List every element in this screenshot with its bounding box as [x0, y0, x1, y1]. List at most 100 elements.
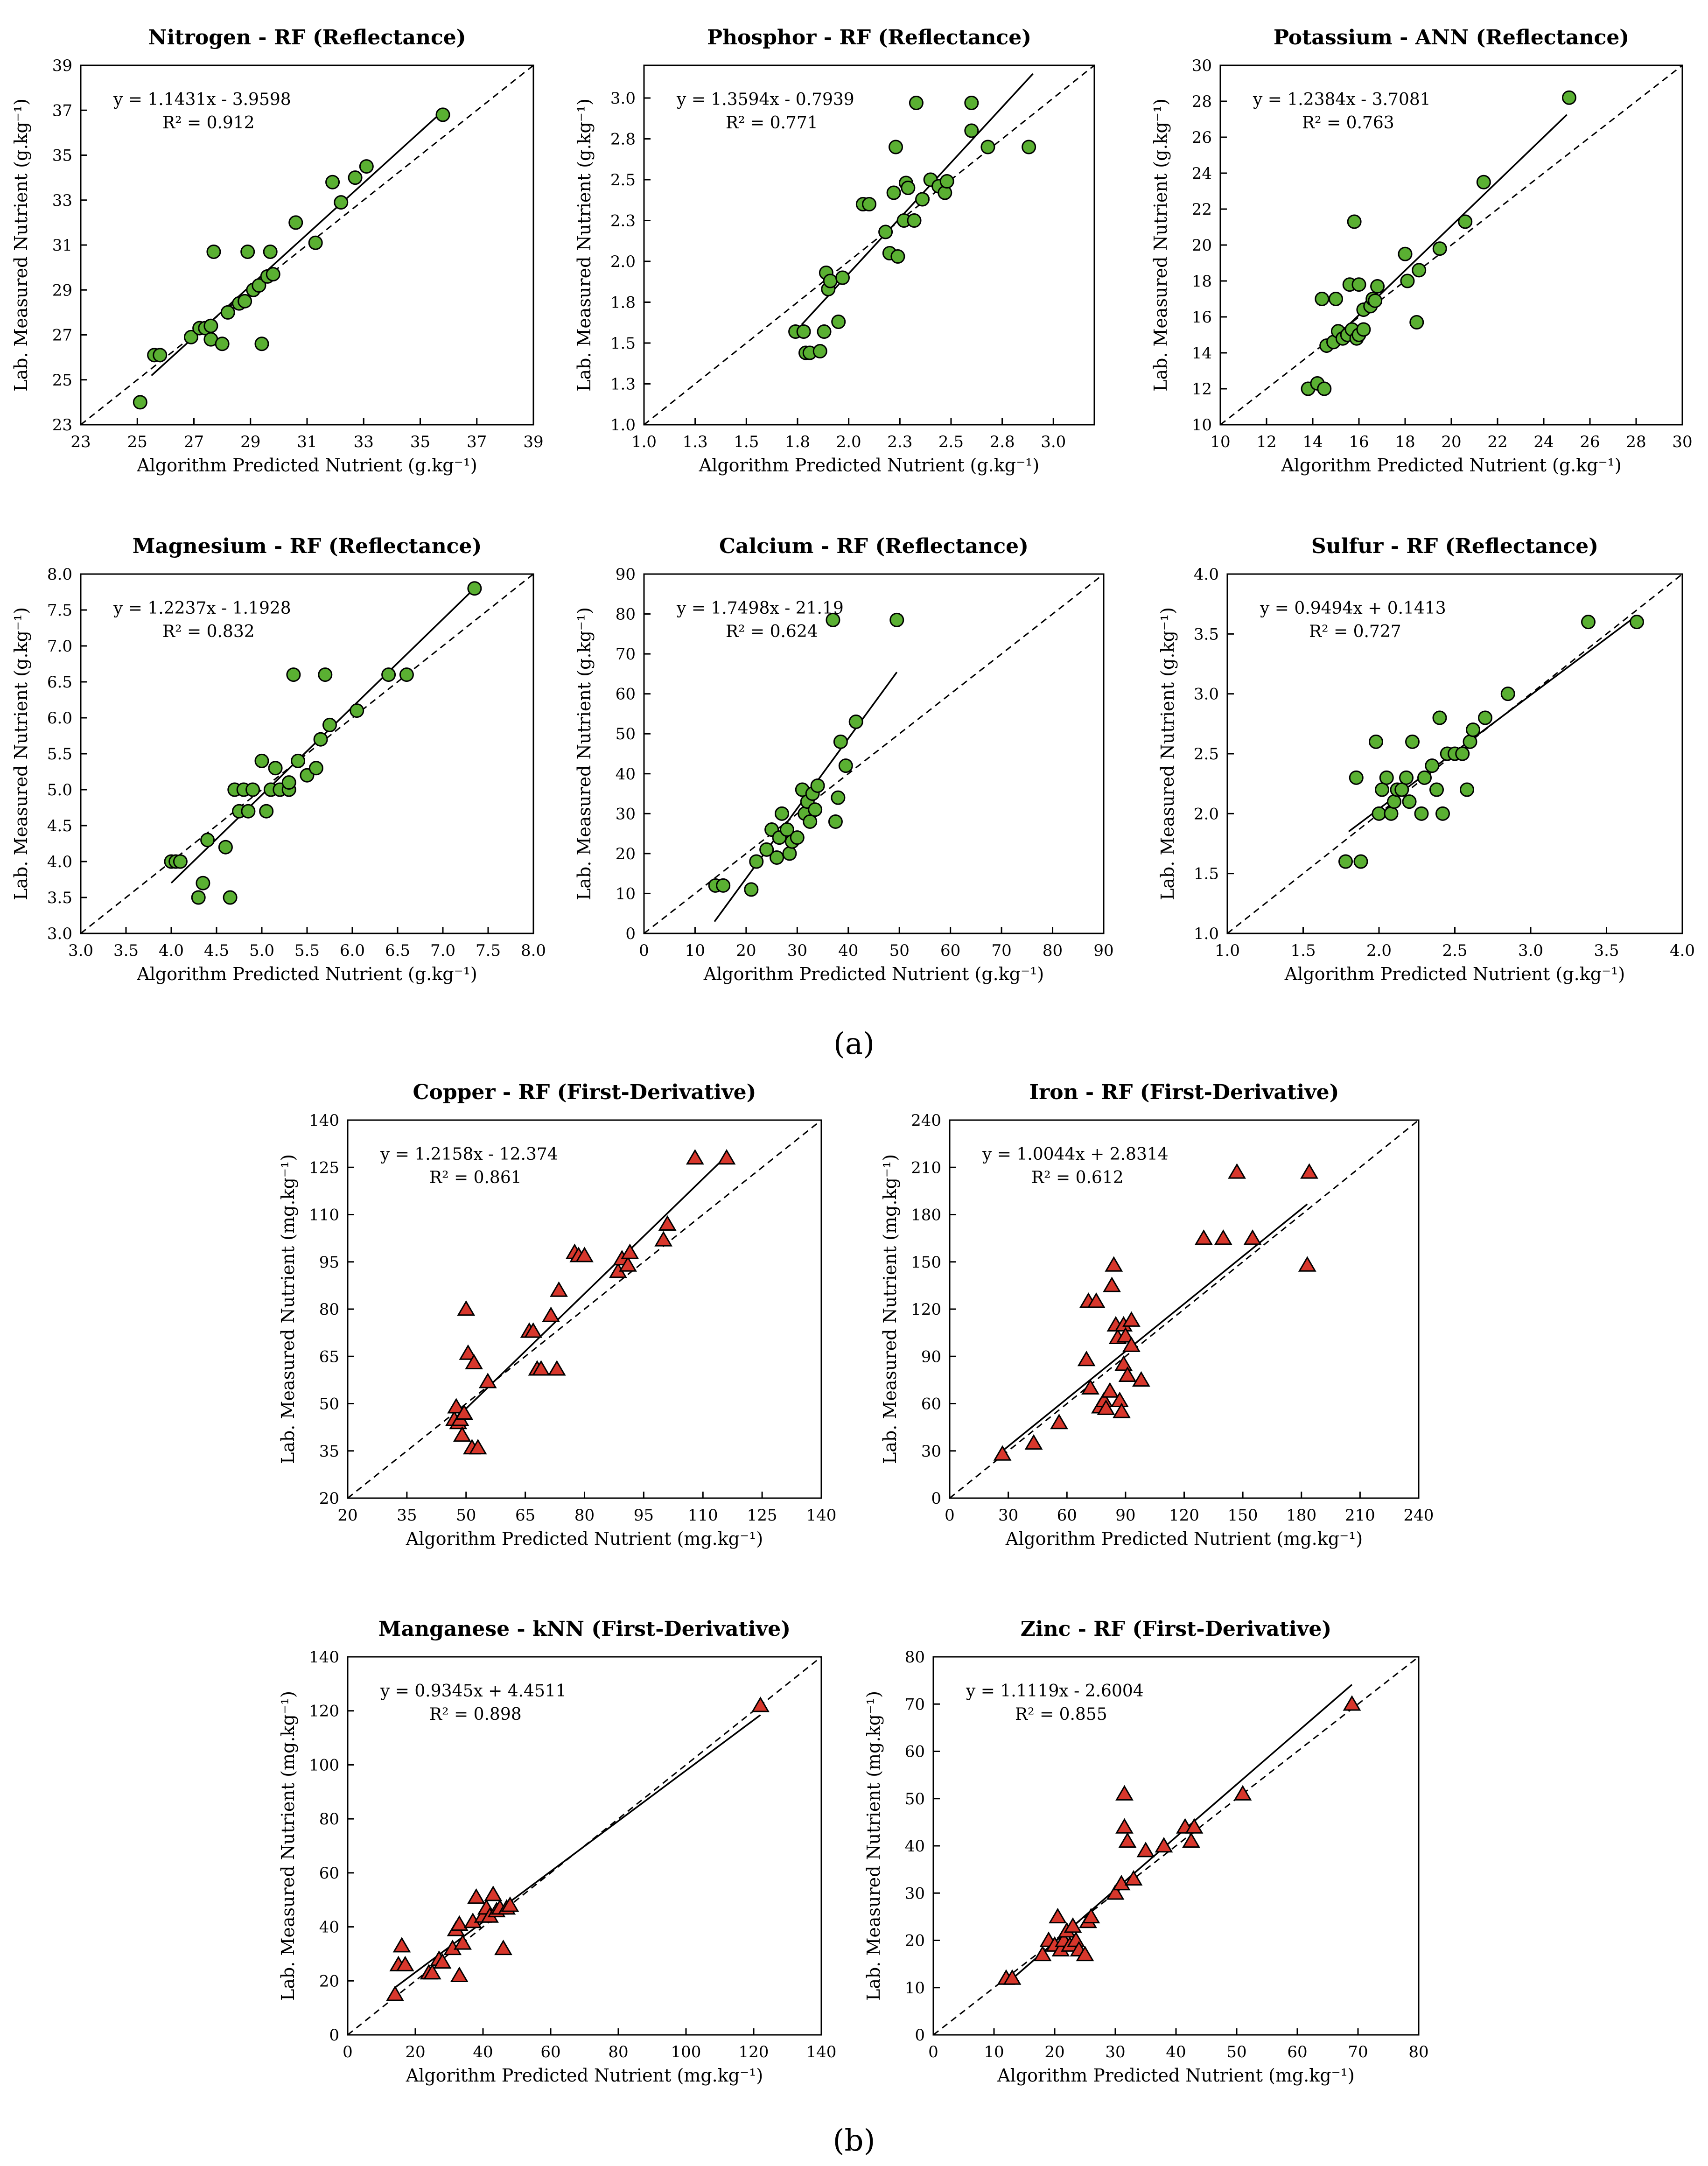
nitrogen-point-18: [263, 244, 278, 259]
manganese-y-tick-label-5: 100: [309, 1756, 339, 1774]
copper-x-tick-label-8: 140: [806, 1506, 837, 1525]
calcium-title: Calcium - RF (Reflectance): [719, 534, 1029, 558]
calcium-y-tick-label-5: 50: [616, 725, 636, 743]
magnesium-x-tick-label-4: 5.0: [249, 941, 274, 960]
copper-point-6: [457, 1300, 476, 1316]
magnesium-point-13: [254, 753, 269, 768]
calcium-point-22: [831, 790, 846, 805]
iron-x-tick-label-1: 30: [998, 1506, 1018, 1525]
zinc-point-5: [1049, 1907, 1067, 1924]
sulfur-point-29: [1630, 615, 1644, 630]
calcium-point-21: [828, 814, 843, 829]
magnesium-point-27: [350, 703, 364, 718]
potassium-point-2: [1315, 292, 1330, 306]
nitrogen-x-tick-label-1: 25: [127, 433, 147, 451]
calcium-y-tick-label-9: 90: [616, 565, 636, 584]
phosphor-y-tick-label-1: 1.3: [610, 375, 636, 394]
copper-chart: Copper - RF (First-Derivative) 20 35 50 65 80…: [278, 1080, 836, 1549]
phosphor-y-tick-label-2: 1.5: [610, 334, 636, 353]
manganese-point-14: [467, 1888, 485, 1904]
sulfur-chart: Sulfur - RF (Reflectance) 1.0 1.5 2.0 2.5 3.0…: [1157, 534, 1695, 984]
sulfur-x-tick-label-2: 2.0: [1366, 941, 1392, 960]
iron-y-tick-label-4: 120: [911, 1300, 941, 1319]
magnesium-point-29: [399, 667, 414, 682]
sulfur-point-1: [1349, 770, 1364, 785]
magnesium-x-tick-label-5: 5.5: [294, 941, 320, 960]
zinc-y-tick-label-7: 70: [905, 1695, 925, 1714]
potassium-point-28: [1476, 175, 1491, 189]
iron-point-3: [1077, 1351, 1096, 1367]
sulfur-x-tick-label-1: 1.5: [1290, 941, 1316, 960]
potassium-point-14: [1351, 277, 1366, 292]
zinc-x-tick-label-2: 20: [1044, 2043, 1064, 2061]
iron-point-1: [1024, 1434, 1043, 1450]
sulfur-point-17: [1429, 782, 1444, 797]
potassium-point-21: [1370, 279, 1385, 294]
phosphor-point-12: [862, 197, 876, 211]
magnesium-identity-line: [80, 573, 534, 934]
iron-x-tick-label-4: 120: [1169, 1506, 1199, 1525]
nitrogen-point-9: [215, 336, 230, 351]
copper-x-tick-label-3: 65: [515, 1506, 535, 1525]
magnesium-y-tick-label-2: 4.0: [47, 853, 72, 871]
zinc-point-1: [1003, 1969, 1022, 1985]
sulfur-point-24: [1463, 734, 1477, 749]
zinc-title: Zinc - RF (First-Derivative): [1021, 1617, 1332, 1641]
zinc-point-18: [1115, 1785, 1134, 1801]
magnesium-point-24: [313, 732, 328, 747]
potassium-x-tick-label-1: 12: [1256, 433, 1276, 451]
magnesium-y-axis-title: Lab. Measured Nutrient (g.kg⁻¹): [11, 607, 31, 900]
manganese-x-tick-label-2: 40: [473, 2043, 493, 2061]
copper-y-tick-label-7: 125: [309, 1158, 339, 1177]
calcium-x-tick-label-6: 60: [940, 941, 960, 960]
zinc-x-axis-title: Algorithm Predicted Nutrient (mg.kg⁻¹): [997, 2065, 1354, 2086]
sulfur-point-26: [1478, 710, 1492, 725]
copper-r-squared: R² = 0.861: [429, 1168, 522, 1187]
magnesium-point-16: [268, 761, 283, 776]
panel-b-label: (b): [833, 2124, 875, 2158]
iron-point-29: [1300, 1163, 1318, 1179]
phosphor-point-15: [886, 185, 901, 200]
copper-y-axis-title: Lab. Measured Nutrient (mg.kg⁻¹): [278, 1154, 298, 1464]
zinc-y-tick-label-5: 50: [905, 1790, 925, 1809]
sulfur-title: Sulfur - RF (Reflectance): [1311, 534, 1598, 558]
potassium-x-tick-label-2: 14: [1302, 433, 1323, 451]
manganese-point-21: [494, 1939, 512, 1956]
potassium-x-tick-label-3: 16: [1349, 433, 1369, 451]
potassium-y-tick-label-2: 14: [1192, 344, 1212, 363]
zinc-x-tick-label-8: 80: [1408, 2043, 1428, 2061]
nitrogen-y-tick-label-2: 27: [52, 326, 72, 345]
manganese-point-7: [433, 1953, 452, 1969]
calcium-r-squared: R² = 0.624: [726, 622, 818, 641]
phosphor-point-29: [964, 96, 979, 110]
nitrogen-x-axis-title: Algorithm Predicted Nutrient (g.kg⁻¹): [136, 455, 477, 476]
calcium-identity-line: [644, 573, 1104, 934]
magnesium-x-tick-label-3: 4.5: [204, 941, 229, 960]
calcium-point-20: [826, 612, 840, 627]
magnesium-y-tick-label-9: 7.5: [47, 601, 72, 620]
nitrogen-x-tick-label-8: 39: [523, 433, 543, 451]
iron-point-22: [1122, 1311, 1141, 1327]
phosphor-equation: y = 1.3594x - 0.7939: [676, 90, 854, 109]
nitrogen-point-19: [266, 267, 280, 282]
potassium-y-tick-label-3: 16: [1192, 308, 1212, 327]
manganese-x-axis-title: Algorithm Predicted Nutrient (mg.kg⁻¹): [406, 2065, 763, 2086]
manganese-point-0: [386, 1985, 404, 2001]
zinc-y-tick-label-8: 80: [905, 1648, 925, 1667]
zinc-x-tick-label-1: 10: [984, 2043, 1004, 2061]
calcium-point-16: [803, 814, 818, 829]
nitrogen-point-3: [183, 329, 198, 344]
copper-y-tick-label-1: 35: [319, 1442, 339, 1461]
manganese-point-11: [450, 1915, 469, 1931]
sulfur-point-28: [1581, 615, 1596, 630]
potassium-y-tick-label-4: 18: [1192, 272, 1212, 291]
zinc-point-20: [1118, 1832, 1137, 1848]
sulfur-point-19: [1435, 806, 1450, 821]
copper-y-tick-label-2: 50: [319, 1395, 339, 1414]
sulfur-y-tick-label-3: 2.5: [1194, 745, 1219, 764]
potassium-y-tick-label-10: 30: [1192, 56, 1212, 75]
manganese-plot-frame: [347, 1656, 822, 2036]
calcium-x-tick-label-3: 30: [787, 941, 807, 960]
zinc-point-16: [1106, 1884, 1125, 1900]
